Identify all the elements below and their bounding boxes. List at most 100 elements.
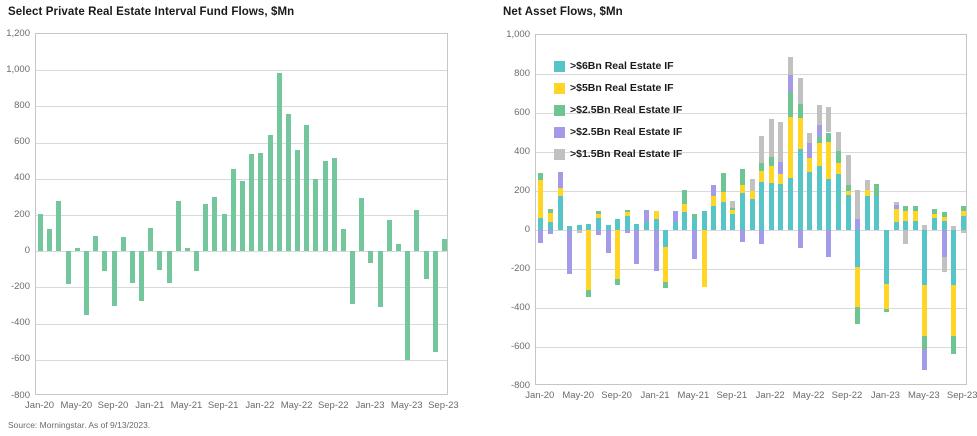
bar-segment bbox=[768, 183, 774, 230]
x-axis-label: Jan-23 bbox=[355, 400, 385, 411]
x-axis-label: Sep-22 bbox=[831, 390, 863, 401]
bar-segment bbox=[331, 157, 337, 252]
bar-segment bbox=[759, 182, 765, 230]
bar-segment bbox=[624, 216, 630, 230]
net-asset-flows-chart: Net Asset Flows, $Mn >$6Bn Real Estate I… bbox=[497, 0, 977, 436]
bar-segment bbox=[787, 178, 793, 230]
legend-label: >$2.5Bn Real Estate IF bbox=[570, 126, 683, 138]
bar-segment bbox=[835, 162, 841, 175]
bar-segment bbox=[184, 248, 190, 252]
bar-segment bbox=[359, 197, 365, 252]
bar-segment bbox=[951, 226, 957, 230]
bar-segment bbox=[893, 208, 899, 223]
bar-segment bbox=[855, 267, 861, 308]
bar-segment bbox=[423, 251, 429, 280]
y-axis-label: 1,200 bbox=[6, 27, 30, 39]
y-axis-label: 200 bbox=[14, 208, 30, 220]
x-axis-label: Jan-22 bbox=[755, 390, 785, 401]
bar-segment bbox=[634, 230, 640, 265]
bar-segment bbox=[807, 143, 813, 158]
gridline bbox=[36, 106, 447, 108]
bar-segment bbox=[826, 230, 832, 258]
x-axis-label: Sep-22 bbox=[317, 400, 349, 411]
y-axis-label: 0 bbox=[524, 223, 530, 235]
x-axis-label: May-23 bbox=[390, 400, 423, 411]
bar-segment bbox=[739, 185, 745, 193]
bar-segment bbox=[931, 214, 937, 219]
bar-segment bbox=[701, 230, 707, 287]
gridline bbox=[36, 142, 447, 144]
bar-segment bbox=[864, 195, 870, 230]
bar-segment bbox=[166, 251, 172, 283]
gridline bbox=[36, 359, 447, 361]
bar-segment bbox=[816, 143, 822, 166]
bar-segment bbox=[595, 230, 601, 235]
right-chart-title: Net Asset Flows, $Mn bbox=[503, 6, 623, 18]
bar-segment bbox=[730, 207, 736, 210]
bar-segment bbox=[826, 132, 832, 143]
bar-segment bbox=[749, 179, 755, 191]
x-axis-label: Jan-23 bbox=[870, 390, 900, 401]
bar-segment bbox=[903, 206, 909, 212]
bar-segment bbox=[586, 290, 592, 298]
y-axis-label: -400 bbox=[10, 317, 30, 329]
bar-segment bbox=[874, 184, 880, 196]
bar-segment bbox=[276, 72, 282, 252]
bar-segment bbox=[340, 228, 346, 252]
bar-segment bbox=[730, 200, 736, 208]
x-axis-label: Jan-20 bbox=[525, 390, 555, 401]
bar-segment bbox=[759, 230, 765, 244]
bar-segment bbox=[605, 230, 611, 254]
gridline bbox=[536, 347, 966, 348]
bar-segment bbox=[157, 251, 163, 271]
bar-segment bbox=[377, 251, 383, 308]
bar-segment bbox=[893, 202, 899, 205]
bar-segment bbox=[864, 190, 870, 196]
x-axis-label: Sep-20 bbox=[97, 400, 129, 411]
y-axis-label: -400 bbox=[510, 301, 530, 313]
bar-segment bbox=[557, 188, 563, 196]
bar-segment bbox=[787, 116, 793, 179]
bar-segment bbox=[835, 131, 841, 152]
bar-segment bbox=[691, 230, 697, 260]
bar-segment bbox=[912, 220, 918, 230]
bar-segment bbox=[682, 190, 688, 204]
bar-segment bbox=[855, 190, 861, 220]
x-axis-label: May-22 bbox=[792, 390, 825, 401]
bar-segment bbox=[624, 212, 630, 217]
bar-segment bbox=[691, 214, 697, 220]
bar-segment bbox=[295, 149, 301, 252]
bar-segment bbox=[701, 210, 707, 230]
bar-segment bbox=[576, 230, 582, 233]
bar-segment bbox=[538, 230, 544, 243]
bar-segment bbox=[691, 219, 697, 230]
bar-segment bbox=[807, 172, 813, 230]
bar-segment bbox=[720, 191, 726, 202]
bar-segment bbox=[567, 230, 573, 274]
bar-segment bbox=[547, 213, 553, 223]
x-axis-label: Sep-20 bbox=[601, 390, 632, 401]
bar-segment bbox=[65, 251, 71, 284]
y-axis-label: 600 bbox=[514, 106, 530, 118]
y-axis-label: 200 bbox=[514, 184, 530, 196]
bar-segment bbox=[139, 251, 145, 301]
x-axis-label: Sep-21 bbox=[716, 390, 748, 401]
bar-segment bbox=[951, 284, 957, 337]
bar-segment bbox=[102, 251, 108, 272]
bar-segment bbox=[826, 179, 832, 230]
bar-segment bbox=[893, 222, 899, 230]
bar-segment bbox=[903, 230, 909, 244]
bar-segment bbox=[883, 283, 889, 309]
bar-segment bbox=[941, 212, 947, 217]
bar-segment bbox=[396, 243, 402, 252]
bar-segment bbox=[249, 154, 255, 252]
right-chart-plot-area: >$6Bn Real Estate IF >$5Bn Real Estate IF… bbox=[535, 34, 967, 385]
bar-segment bbox=[835, 174, 841, 230]
y-axis-label: 0 bbox=[24, 244, 30, 256]
bar-segment bbox=[663, 281, 669, 289]
bar-segment bbox=[893, 204, 899, 209]
bar-segment bbox=[304, 124, 310, 252]
bar-segment bbox=[941, 220, 947, 230]
y-axis-label: 800 bbox=[514, 67, 530, 79]
bar-segment bbox=[386, 219, 392, 252]
